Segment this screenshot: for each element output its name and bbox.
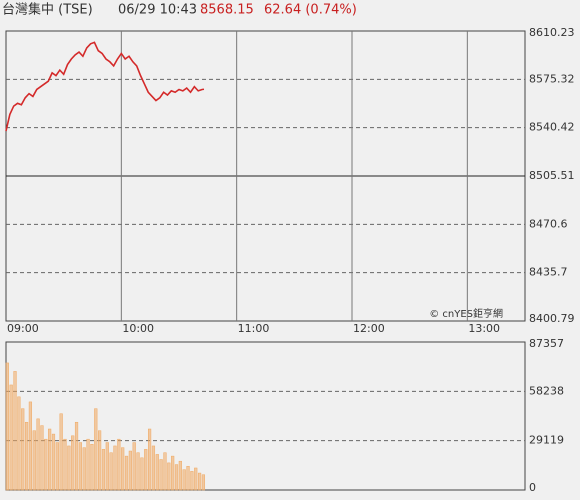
y-tick-label: 8540.42 bbox=[529, 121, 575, 134]
volume-bar bbox=[155, 454, 159, 491]
y-tick-label: 8505.51 bbox=[529, 169, 575, 182]
volume-bar bbox=[59, 413, 63, 491]
volume-bar bbox=[98, 430, 102, 491]
volume-bar bbox=[147, 428, 152, 491]
volume-bar bbox=[90, 444, 94, 491]
volume-bar bbox=[78, 442, 82, 491]
x-tick-label: 13:00 bbox=[468, 322, 500, 335]
volume-bar bbox=[13, 371, 17, 491]
y-tick-label: 0 bbox=[529, 481, 536, 494]
x-tick-label: 09:00 bbox=[7, 322, 39, 335]
volume-bar bbox=[132, 442, 136, 491]
last-price: 8568.15 bbox=[200, 3, 254, 18]
index-name: 台灣集中 (TSE) bbox=[2, 2, 93, 18]
watermark: © cnYES鉅亨網 bbox=[429, 307, 503, 320]
volume-bar bbox=[136, 452, 140, 491]
volume-bar bbox=[124, 455, 129, 491]
volume-bar bbox=[36, 418, 40, 491]
volume-bar bbox=[171, 455, 175, 491]
volume-bar bbox=[32, 430, 36, 491]
y-tick-label: 87357 bbox=[529, 337, 564, 350]
volume-bar bbox=[63, 438, 67, 491]
volume-bar bbox=[190, 471, 194, 491]
volume-bar bbox=[17, 396, 21, 491]
volume-bar bbox=[5, 362, 9, 491]
price-line bbox=[5, 41, 205, 132]
volume-bar bbox=[121, 447, 125, 491]
volume-bar bbox=[94, 408, 98, 491]
volume-bar bbox=[144, 449, 148, 491]
y-tick-label: 8610.23 bbox=[529, 26, 575, 39]
volume-bar bbox=[140, 457, 144, 491]
volume-bar bbox=[194, 467, 198, 491]
volume-bar bbox=[151, 445, 156, 491]
volume-bar bbox=[105, 442, 109, 491]
volume-bar bbox=[117, 438, 121, 491]
x-tick-label: 10:00 bbox=[122, 322, 154, 335]
volume-bar bbox=[178, 460, 182, 491]
volume-bar bbox=[28, 401, 33, 491]
volume-bar bbox=[182, 469, 186, 491]
volume-bar bbox=[201, 474, 206, 491]
volume-bar bbox=[9, 384, 13, 491]
volume-bar bbox=[51, 433, 56, 491]
volume-bar bbox=[24, 421, 29, 491]
volume-bar bbox=[40, 425, 44, 491]
quote-time: 06/29 10:43 bbox=[118, 3, 197, 18]
volume-bar bbox=[21, 408, 25, 491]
volume-bar bbox=[167, 462, 171, 491]
y-tick-label: 8435.7 bbox=[529, 266, 568, 279]
y-tick-label: 8470.6 bbox=[529, 217, 568, 230]
volume-bar bbox=[44, 438, 48, 491]
volume-bar bbox=[113, 445, 117, 491]
volume-bar bbox=[74, 421, 79, 491]
y-tick-label: 29119 bbox=[529, 434, 564, 447]
volume-bar bbox=[55, 442, 59, 491]
volume-bar bbox=[159, 459, 163, 491]
x-tick-label: 12:00 bbox=[353, 322, 385, 335]
volume-bar bbox=[197, 472, 202, 491]
volume-bar bbox=[86, 438, 90, 491]
volume-bar bbox=[101, 449, 106, 491]
volume-bar bbox=[186, 466, 190, 491]
volume-bar bbox=[109, 452, 113, 491]
price-change: 62.64 (0.74%) bbox=[264, 3, 357, 18]
volume-bar bbox=[128, 450, 132, 491]
x-tick-label: 11:00 bbox=[238, 322, 270, 335]
volume-bar bbox=[163, 452, 167, 491]
volume-bar bbox=[71, 435, 75, 491]
volume-bar bbox=[48, 428, 52, 491]
y-tick-label: 8575.32 bbox=[529, 72, 575, 85]
y-tick-label: 8400.79 bbox=[529, 312, 575, 325]
volume-bar bbox=[174, 464, 179, 491]
y-tick-label: 58238 bbox=[529, 384, 564, 397]
volume-bar bbox=[82, 447, 86, 491]
volume-bar bbox=[67, 445, 71, 491]
